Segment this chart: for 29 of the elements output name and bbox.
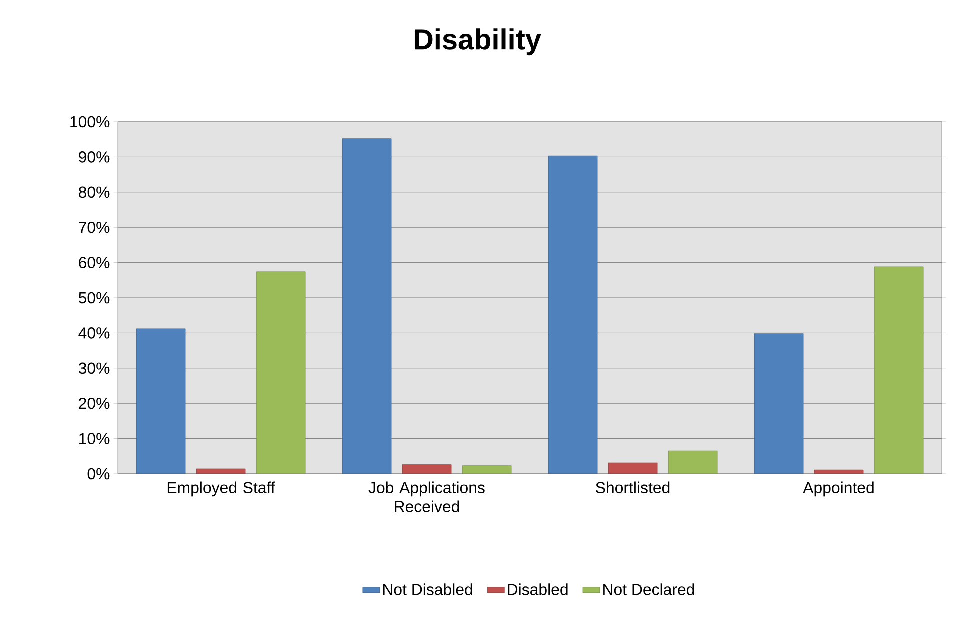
- y-tick-label: 0%: [88, 468, 110, 480]
- bar: [754, 334, 804, 474]
- bar: [256, 272, 306, 474]
- y-tick-label: 90%: [79, 152, 110, 163]
- legend-label: Not Declared: [604, 584, 694, 596]
- chart-title: Disability: [414, 28, 542, 56]
- x-tick-label: Shortlisted: [596, 482, 670, 494]
- bar: [668, 450, 718, 474]
- y-tick-label: 30%: [78, 362, 110, 374]
- y-tick-label: 10%: [80, 433, 110, 444]
- y-tick-label: 60%: [79, 257, 110, 268]
- x-tick-label: Appointed: [803, 482, 874, 497]
- bar: [342, 138, 392, 474]
- y-tick-label: 100%: [70, 116, 110, 128]
- x-tick-label: Job Applications Received: [368, 482, 485, 512]
- bar: [548, 156, 598, 474]
- bar: [874, 266, 924, 474]
- y-tick-label: 40%: [78, 328, 110, 339]
- bar: [402, 464, 452, 474]
- x-tick-label: Employed Staff: [168, 482, 276, 497]
- bar: [136, 328, 186, 474]
- y-tick-label: 20%: [79, 398, 110, 410]
- y-tick-label: 50%: [78, 292, 110, 304]
- y-tick-label: 70%: [79, 222, 110, 234]
- bar: [608, 463, 658, 474]
- y-tick-label: 80%: [79, 186, 110, 198]
- legend-label: Not Disabled: [383, 584, 472, 596]
- legend-label: Disabled: [508, 584, 568, 596]
- bar: [462, 466, 512, 474]
